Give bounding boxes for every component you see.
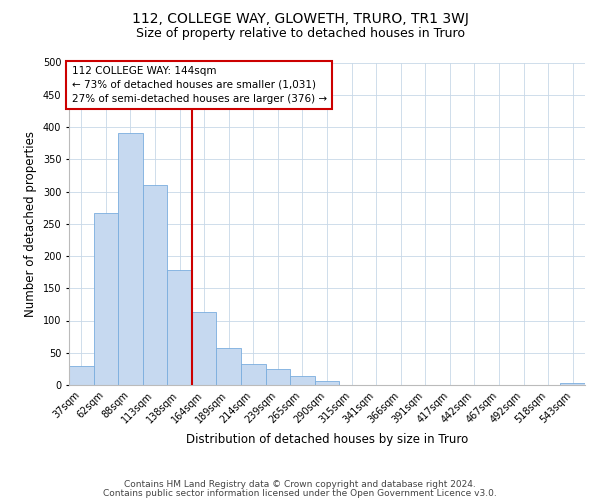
Bar [167,270,192,385]
Bar [143,185,167,385]
Bar [241,364,266,385]
Y-axis label: Number of detached properties: Number of detached properties [24,130,37,317]
Bar [118,134,143,385]
Bar [560,383,585,385]
Bar [69,366,94,385]
Bar [315,381,339,385]
Bar [94,213,118,385]
X-axis label: Distribution of detached houses by size in Truro: Distribution of detached houses by size … [186,433,468,446]
Text: Size of property relative to detached houses in Truro: Size of property relative to detached ho… [136,28,464,40]
Bar [290,376,315,385]
Text: 112 COLLEGE WAY: 144sqm
← 73% of detached houses are smaller (1,031)
27% of semi: 112 COLLEGE WAY: 144sqm ← 73% of detache… [71,66,327,104]
Bar [266,369,290,385]
Text: Contains HM Land Registry data © Crown copyright and database right 2024.: Contains HM Land Registry data © Crown c… [124,480,476,489]
Text: 112, COLLEGE WAY, GLOWETH, TRURO, TR1 3WJ: 112, COLLEGE WAY, GLOWETH, TRURO, TR1 3W… [131,12,469,26]
Bar [192,312,217,385]
Bar [217,348,241,385]
Text: Contains public sector information licensed under the Open Government Licence v3: Contains public sector information licen… [103,488,497,498]
